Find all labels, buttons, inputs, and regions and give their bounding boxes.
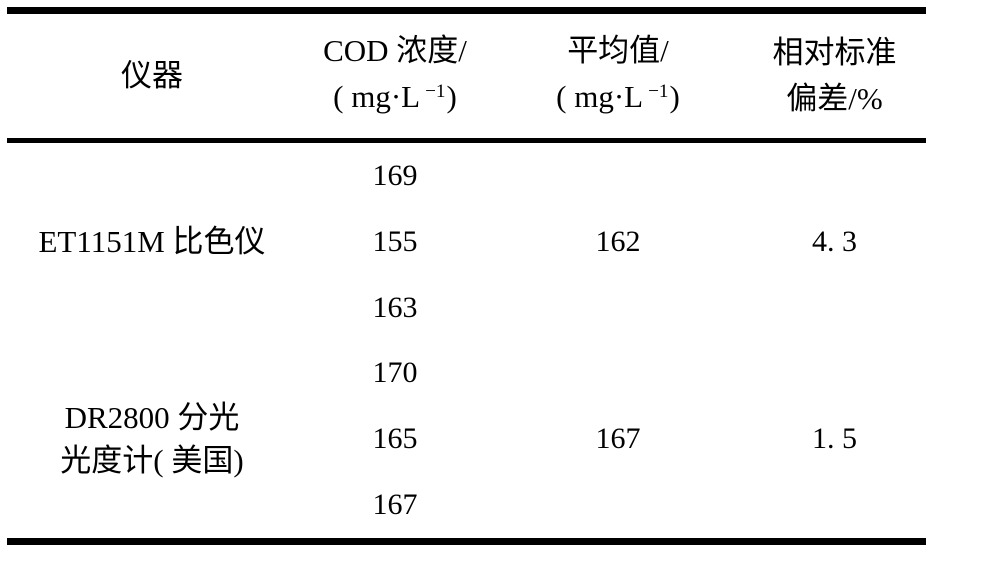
mean-value: 167 — [595, 422, 641, 456]
header-mean-title: 平均值/ — [567, 32, 669, 68]
table-body: ET1151M 比色仪 169 155 163 162 4. 3 DR2800 … — [7, 143, 926, 538]
unit-prefix: ( mg·L — [556, 78, 644, 114]
header-rsd-line2: 偏差/% — [786, 81, 883, 116]
cod-value: 163 — [372, 290, 418, 324]
header-mean-unit: ( mg·L −1) — [556, 74, 680, 125]
rsd-value: 1. 5 — [812, 422, 857, 456]
table-header-rule — [7, 138, 926, 143]
header-cod-concentration: COD 浓度/ ( mg·L −1) — [297, 14, 493, 138]
cod-value: 155 — [372, 224, 418, 258]
unit-superscript: −1 — [425, 81, 446, 103]
header-rsd-line1: 相对标准 — [772, 35, 897, 70]
instrument-name-et1151m: ET1151M 比色仪 — [7, 143, 297, 341]
unit-superscript: −1 — [648, 81, 669, 103]
instrument-name-line: 光度计( 美国) — [60, 443, 244, 479]
cod-value: 170 — [372, 356, 418, 390]
cod-value: 165 — [372, 422, 418, 456]
table-top-rule — [7, 7, 926, 14]
table-bottom-rule — [7, 538, 926, 545]
header-cod-unit: ( mg·L −1) — [333, 74, 457, 125]
header-mean-value: 平均值/ ( mg·L −1) — [493, 14, 743, 138]
cod-value: 167 — [372, 488, 418, 522]
unit-suffix: ) — [669, 78, 680, 114]
header-instrument-label: 仪器 — [121, 58, 183, 93]
cod-value: 169 — [372, 158, 418, 192]
header-relative-std-deviation: 相对标准 偏差/% — [743, 14, 926, 138]
rsd-value: 4. 3 — [812, 224, 857, 258]
instrument-name-dr2800: DR2800 分光 光度计( 美国) — [7, 341, 297, 539]
unit-suffix: ) — [446, 78, 457, 114]
cod-comparison-table: 仪器 COD 浓度/ ( mg·L −1) 平均值/ ( mg·L −1) 相对标准… — [7, 7, 926, 545]
instrument-name-line: DR2800 分光 — [64, 400, 240, 436]
table-header-row: 仪器 COD 浓度/ ( mg·L −1) 平均值/ ( mg·L −1) 相对标准… — [7, 14, 926, 138]
unit-prefix: ( mg·L — [333, 78, 421, 114]
instrument-name-line: ET1151M 比色仪 — [38, 224, 266, 260]
header-cod-title: COD 浓度/ — [323, 32, 467, 68]
mean-value: 162 — [595, 224, 641, 258]
header-instrument: 仪器 — [7, 14, 297, 138]
